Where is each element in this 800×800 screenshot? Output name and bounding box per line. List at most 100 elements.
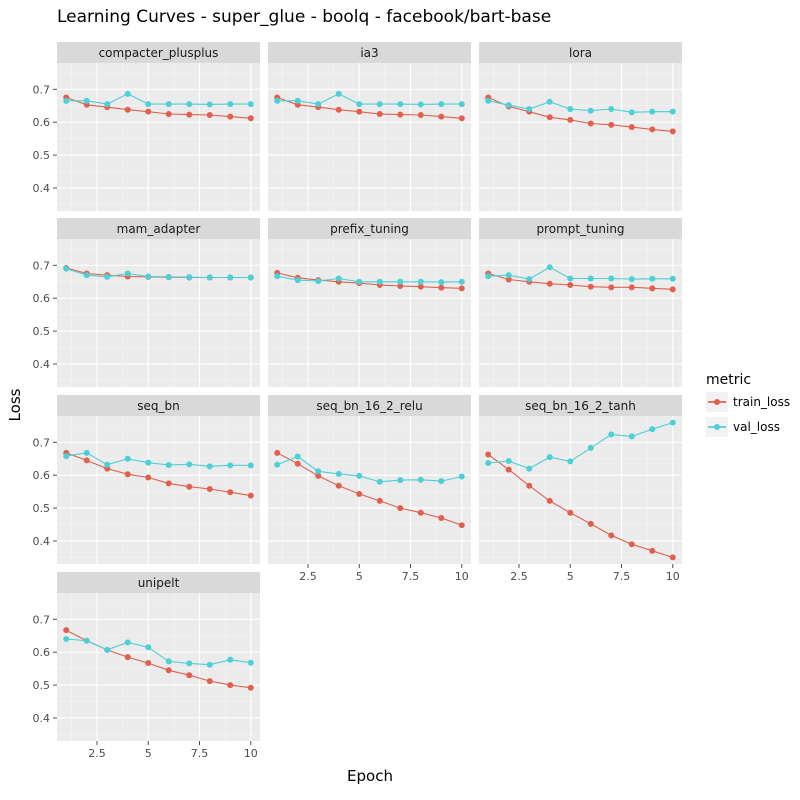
data-point-train_loss: [145, 108, 152, 115]
data-point-val_loss: [294, 97, 301, 104]
data-point-val_loss: [458, 101, 465, 108]
x-tick-label: 7.5: [402, 570, 420, 583]
data-point-train_loss: [376, 110, 383, 117]
data-point-train_loss: [227, 489, 234, 496]
data-point-val_loss: [649, 108, 656, 115]
data-point-val_loss: [274, 461, 281, 468]
facet-strip: [57, 218, 260, 239]
data-point-train_loss: [124, 106, 131, 113]
data-point-val_loss: [505, 102, 512, 109]
x-tick-label: 10: [666, 570, 680, 583]
series-line-val_loss: [276, 455, 462, 483]
data-point-train_loss: [165, 667, 172, 674]
data-point-train_loss: [417, 283, 424, 290]
facet-strip: [268, 218, 471, 239]
y-tick-label: 0.6: [33, 292, 51, 305]
facet-strip: [57, 572, 260, 593]
data-point-val_loss: [206, 463, 213, 470]
facet-strip: [268, 395, 471, 416]
data-point-train_loss: [186, 483, 193, 490]
data-point-val_loss: [356, 472, 363, 479]
data-point-val_loss: [587, 275, 594, 282]
data-point-val_loss: [505, 458, 512, 465]
data-point-val_loss: [227, 101, 234, 108]
data-point-train_loss: [567, 116, 574, 123]
data-point-val_loss: [669, 419, 676, 426]
series-line-train_loss: [488, 272, 673, 290]
data-point-train_loss: [649, 547, 656, 554]
data-point-val_loss: [649, 426, 656, 433]
data-point-val_loss: [526, 465, 533, 472]
data-point-train_loss: [438, 113, 445, 120]
data-point-val_loss: [587, 107, 594, 114]
data-point-train_loss: [227, 682, 234, 689]
facet-panel-lora: lora: [479, 42, 682, 211]
x-tick-label: 5: [356, 570, 363, 583]
data-point-val_loss: [124, 639, 131, 646]
facet-panel-prefix_tuning: prefix_tuning: [268, 218, 471, 387]
facet-strip-label: unipelt: [138, 576, 180, 590]
data-point-train_loss: [417, 111, 424, 118]
facet-panels: compacter_plusplus 0.4 0.5 0.6 0.7 ia3 lora mam…: [33, 42, 682, 760]
data-point-val_loss: [83, 637, 90, 644]
data-point-val_loss: [227, 462, 234, 469]
data-point-val_loss: [526, 106, 533, 113]
y-tick-label: 0.6: [33, 116, 51, 129]
data-point-train_loss: [587, 283, 594, 290]
data-point-train_loss: [669, 286, 676, 293]
panel-background: [268, 63, 471, 211]
data-point-val_loss: [608, 275, 615, 282]
y-tick-label: 0.5: [33, 679, 51, 692]
facet-strip: [479, 42, 682, 63]
data-point-train_loss: [438, 514, 445, 521]
x-tick-label: 2.5: [299, 570, 317, 583]
data-point-val_loss: [165, 101, 172, 108]
series-line-val_loss: [277, 275, 462, 283]
data-point-val_loss: [546, 454, 553, 461]
data-point-val_loss: [587, 444, 594, 451]
facet-strip-label: ia3: [360, 46, 378, 60]
x-tick-label: 2.5: [88, 747, 106, 760]
y-tick-label: 0.4: [33, 358, 51, 371]
data-point-val_loss: [186, 274, 193, 281]
data-point-val_loss: [485, 460, 492, 467]
y-axis-title: Loss: [6, 388, 24, 421]
data-point-train_loss: [206, 486, 213, 493]
y-tick-label: 0.6: [33, 646, 51, 659]
data-point-val_loss: [458, 278, 465, 285]
data-point-val_loss: [145, 273, 152, 280]
data-point-val_loss: [649, 275, 656, 282]
data-point-val_loss: [376, 278, 383, 285]
y-tick-label: 0.7: [33, 83, 51, 96]
data-point-val_loss: [505, 272, 512, 279]
data-point-val_loss: [165, 658, 172, 665]
data-point-val_loss: [274, 273, 281, 280]
data-point-val_loss: [417, 476, 424, 483]
data-point-val_loss: [294, 453, 301, 460]
data-point-val_loss: [356, 278, 363, 285]
facet-strip-label: mam_adapter: [117, 222, 201, 236]
data-point-train_loss: [458, 522, 465, 529]
data-point-train_loss: [458, 285, 465, 292]
data-point-train_loss: [247, 684, 254, 691]
data-point-train_loss: [186, 111, 193, 118]
data-point-val_loss: [335, 470, 342, 477]
data-point-train_loss: [485, 451, 492, 458]
data-point-train_loss: [124, 471, 131, 478]
data-point-val_loss: [247, 274, 254, 281]
data-point-val_loss: [669, 108, 676, 115]
y-tick-label: 0.4: [33, 712, 51, 725]
data-point-val_loss: [567, 106, 574, 113]
data-point-val_loss: [227, 274, 234, 281]
series-line-val_loss: [66, 638, 251, 666]
data-point-val_loss: [206, 274, 213, 281]
facet-strip: [57, 42, 260, 63]
data-point-val_loss: [315, 278, 322, 285]
data-point-val_loss: [186, 461, 193, 468]
legend-title: metric: [706, 372, 751, 388]
y-tick-label: 0.7: [33, 613, 51, 626]
y-tick-label: 0.6: [33, 469, 51, 482]
series-line-val_loss: [66, 268, 251, 279]
data-point-train_loss: [608, 532, 615, 539]
